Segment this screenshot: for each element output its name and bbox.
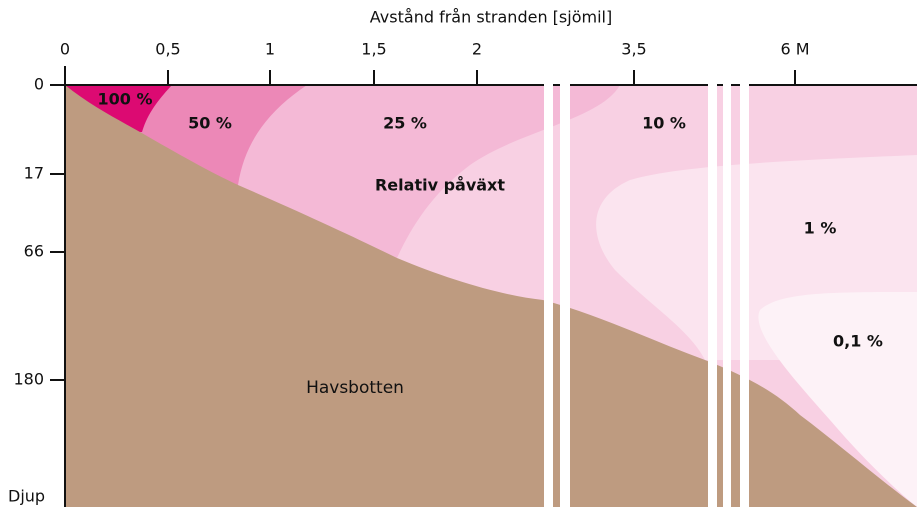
x-tick-label: 3,5 bbox=[621, 40, 646, 59]
break bbox=[560, 78, 570, 507]
zone-label: 1 % bbox=[804, 219, 837, 238]
diagram: Avstånd från stranden [sjömil] 0 0,5 1 1,5 2 3… bbox=[0, 0, 917, 507]
zone-label: 25 % bbox=[383, 114, 427, 133]
x-tick-label: 2 bbox=[472, 40, 482, 59]
zone-label: 50 % bbox=[188, 114, 232, 133]
y-axis-label: Djup bbox=[8, 487, 45, 506]
break bbox=[544, 78, 553, 507]
x-tick-label: 6 M bbox=[780, 40, 809, 59]
break bbox=[708, 78, 717, 507]
x-tick-label: 1,5 bbox=[361, 40, 386, 59]
zone-label: 10 % bbox=[642, 114, 686, 133]
y-tick-label: 0 bbox=[34, 75, 44, 94]
y-tick-label: 66 bbox=[24, 242, 44, 261]
x-tick-label: 0 bbox=[60, 40, 70, 59]
x-tick-label: 0,5 bbox=[155, 40, 180, 59]
y-tick-label: 17 bbox=[24, 164, 44, 183]
break bbox=[723, 78, 731, 507]
seabed-label: Havsbotten bbox=[306, 378, 404, 398]
y-tick-label: 180 bbox=[13, 370, 44, 389]
annotation: Relativ påväxt bbox=[375, 176, 505, 195]
zone-label: 0,1 % bbox=[833, 332, 883, 351]
x-tick-label: 1 bbox=[265, 40, 275, 59]
zone-label: 100 % bbox=[98, 90, 153, 109]
break bbox=[740, 78, 749, 507]
axis-title: Avstånd från stranden [sjömil] bbox=[370, 8, 612, 27]
